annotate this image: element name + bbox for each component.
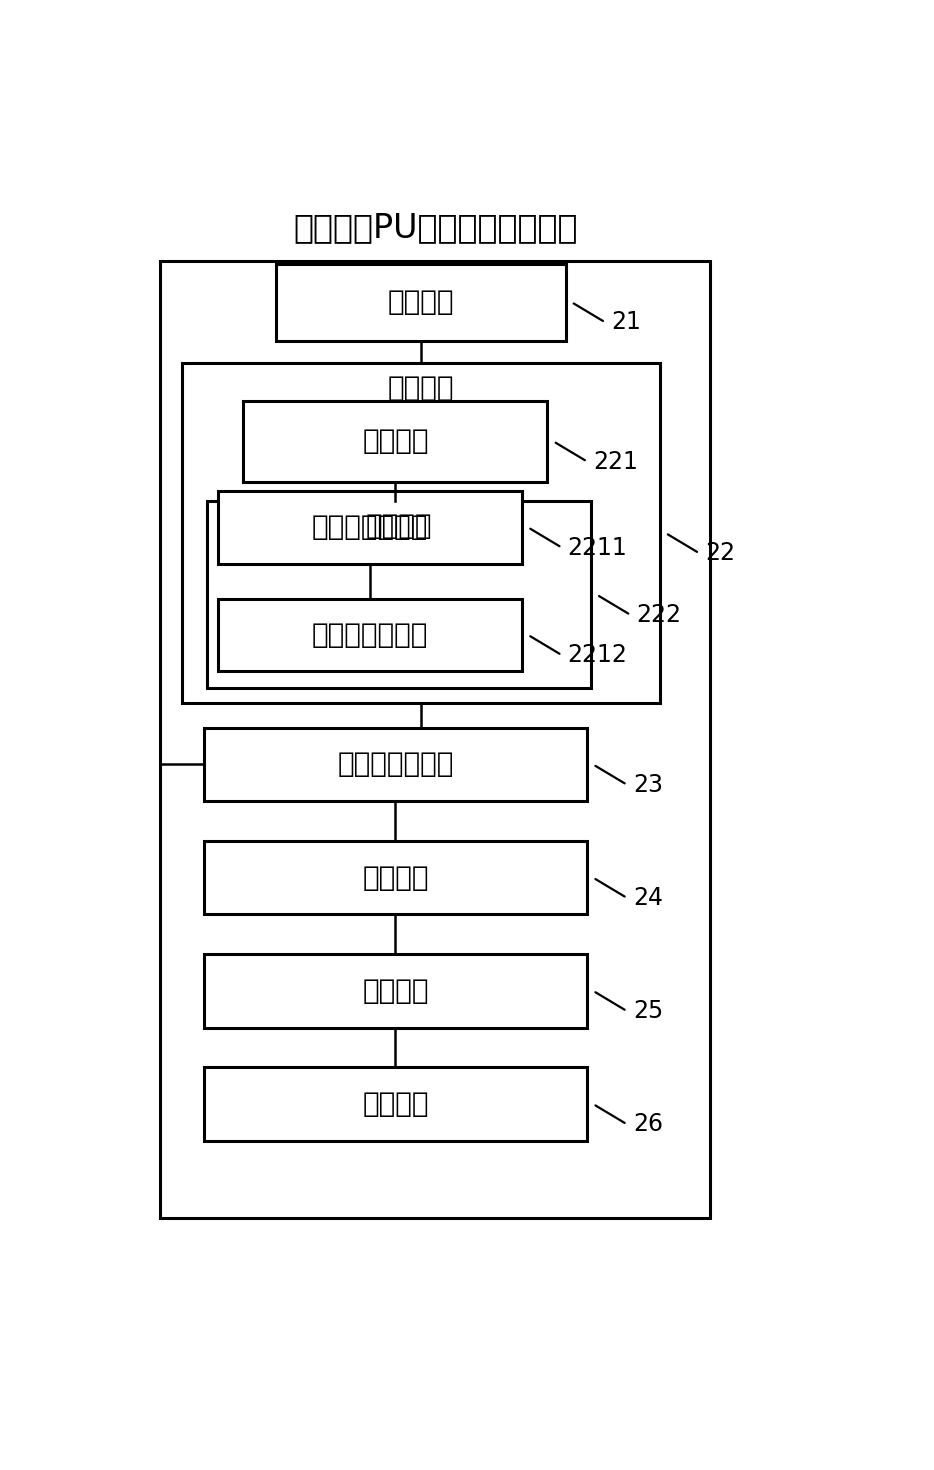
Bar xyxy=(219,598,522,670)
Text: 25: 25 xyxy=(633,1000,663,1023)
Text: 21: 21 xyxy=(611,310,641,334)
Text: 第二构建子模块: 第二构建子模块 xyxy=(312,620,429,648)
Bar xyxy=(219,491,522,563)
Bar xyxy=(207,501,591,688)
Text: 构建基于PU学习的模型的装置: 构建基于PU学习的模型的装置 xyxy=(293,210,577,244)
Bar xyxy=(204,728,587,801)
Text: 22: 22 xyxy=(705,541,735,566)
Text: 2211: 2211 xyxy=(568,535,628,560)
Bar xyxy=(204,954,587,1028)
Text: 训练单元: 训练单元 xyxy=(388,373,454,403)
Bar xyxy=(204,1067,587,1141)
Text: 构建模块: 构建模块 xyxy=(362,428,429,456)
Text: 221: 221 xyxy=(593,450,638,473)
Text: 第一构建子模块: 第一构建子模块 xyxy=(312,513,429,541)
Text: 2212: 2212 xyxy=(568,644,628,667)
Bar xyxy=(276,263,566,341)
Text: 选择单元: 选择单元 xyxy=(362,976,429,1005)
Text: 24: 24 xyxy=(633,886,663,910)
Text: 集成单元: 集成单元 xyxy=(362,1089,429,1119)
Text: 26: 26 xyxy=(633,1113,663,1136)
Text: 获取单元: 获取单元 xyxy=(388,288,454,316)
Text: 训练模块: 训练模块 xyxy=(366,512,432,539)
Text: 评估单元: 评估单元 xyxy=(362,863,429,892)
Bar xyxy=(182,363,659,703)
Bar xyxy=(204,841,587,914)
Text: 222: 222 xyxy=(636,603,682,628)
Text: 评估集构造单元: 评估集构造单元 xyxy=(337,750,454,779)
Bar xyxy=(161,262,711,1217)
Text: 23: 23 xyxy=(633,773,663,797)
Bar xyxy=(244,400,547,482)
